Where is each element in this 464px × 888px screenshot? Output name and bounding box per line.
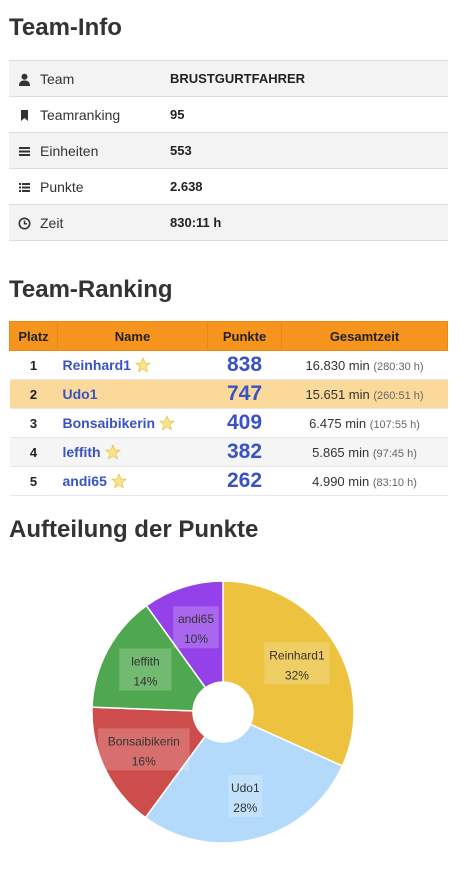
info-row-punkte: Punkte 2.638	[9, 168, 448, 205]
info-value: 553	[170, 132, 448, 169]
pie-label-background	[97, 728, 190, 771]
col-header-platz: Platz	[9, 321, 58, 351]
pie-label-name: andi65	[178, 612, 214, 626]
pie-slice-andi65[interactable]	[145, 580, 224, 689]
info-value: BRUSTGURTFAHRER	[170, 60, 448, 97]
info-value: 95	[170, 96, 448, 133]
member-link-udo1[interactable]: Udo1	[62, 386, 98, 402]
table-row: 1 Reinhard1 838 16.830 min (280:30 h)	[9, 350, 448, 380]
member-time: 5.865 min	[312, 444, 370, 460]
pie-label-name: leffith	[131, 654, 159, 668]
team-ranking-title: Team-Ranking	[9, 276, 173, 303]
rank-number: 2	[9, 379, 58, 409]
pie-label-background	[119, 648, 172, 691]
member-time: 4.990 min	[312, 473, 370, 489]
info-label: Punkte	[40, 178, 84, 195]
col-header-gesamtzeit: Gesamtzeit	[281, 321, 448, 351]
col-header-punkte: Punkte	[207, 321, 282, 351]
info-label: Einheiten	[40, 142, 99, 159]
team-info-title: Team-Info	[9, 14, 122, 41]
pie-label-background	[228, 775, 263, 818]
col-header-name: Name	[57, 321, 208, 351]
pie-label-background	[264, 642, 330, 685]
star-icon	[104, 443, 121, 460]
info-value: 2.638	[170, 168, 448, 205]
pie-label-name: Bonsaibikerin	[108, 734, 180, 748]
member-time-hours: (107:55 h)	[369, 418, 420, 431]
points-pie-chart: Reinhard1 32% Udo1 28% Bonsaibikerin 16% leffi…	[91, 580, 355, 844]
pie-label-name: Reinhard1	[269, 648, 325, 662]
pie-label-percent: 10%	[184, 632, 208, 646]
pie-label-percent: 14%	[133, 674, 157, 688]
pie-label-udo1: Udo1 28%	[228, 775, 263, 818]
pie-label-andi65: andi65 10%	[173, 606, 219, 649]
rank-number: 5	[9, 466, 58, 496]
star-icon	[159, 414, 176, 431]
pie-label-percent: 32%	[285, 668, 309, 682]
info-label: Team	[40, 70, 75, 87]
info-label: Teamranking	[40, 106, 121, 123]
pie-label-percent: 16%	[132, 754, 156, 768]
table-row: 2 Udo1 747 15.651 min (260:51 h)	[9, 379, 448, 409]
points-split-title: Aufteilung der Punkte	[9, 516, 259, 543]
rank-number: 3	[9, 408, 58, 438]
stack-icon	[18, 145, 31, 158]
member-time-hours: (260:51 h)	[373, 389, 424, 402]
rank-number: 1	[9, 350, 58, 380]
pie-label-reinhard1: Reinhard1 32%	[264, 642, 330, 685]
member-time: 15.651 min	[305, 386, 370, 402]
member-link-andi65[interactable]: andi65	[62, 473, 107, 489]
team-info-table: Team BRUSTGURTFAHRER Teamranking 95 Einh…	[9, 60, 448, 241]
star-icon	[134, 356, 152, 373]
pie-label-name: Udo1	[231, 781, 260, 795]
rank-number: 4	[9, 437, 58, 467]
pie-label-leffith: leffith 14%	[119, 648, 172, 691]
member-link-reinhard1[interactable]: Reinhard1	[62, 357, 131, 373]
ranking-header-row: Platz Name Punkte Gesamtzeit	[9, 321, 448, 351]
info-row-teamranking: Teamranking 95	[9, 96, 448, 133]
member-time-hours: (280:30 h)	[373, 360, 424, 373]
team-ranking-table: Platz Name Punkte Gesamtzeit 1 Reinhard1…	[9, 321, 448, 496]
member-points: 838	[207, 350, 282, 380]
member-time-hours: (83:10 h)	[372, 476, 417, 489]
star-icon	[110, 472, 127, 489]
pie-label-background	[173, 606, 219, 649]
member-points: 382	[207, 437, 282, 467]
list-icon	[18, 181, 31, 194]
member-link-bonsaibikerin[interactable]: Bonsaibikerin	[62, 415, 156, 431]
member-points: 262	[207, 466, 282, 496]
member-points: 747	[207, 379, 282, 409]
pie-slice-leffith[interactable]	[91, 604, 207, 712]
pie-label-bonsaibikerin: Bonsaibikerin 16%	[97, 728, 190, 771]
clock-icon	[18, 217, 31, 230]
member-time: 6.475 min	[309, 415, 367, 431]
info-row-einheiten: Einheiten 553	[9, 132, 448, 169]
info-row-team: Team BRUSTGURTFAHRER	[9, 60, 448, 97]
member-points: 409	[207, 408, 282, 438]
pie-slice-bonsaibikerin[interactable]	[91, 706, 207, 819]
info-row-zeit: Zeit 830:11 h	[9, 204, 448, 241]
pie-slice-reinhard1[interactable]	[222, 580, 355, 768]
member-time: 16.830 min	[305, 357, 370, 373]
pie-slice-udo1[interactable]	[144, 723, 344, 844]
info-value: 830:11 h	[170, 204, 448, 241]
member-link-leffith[interactable]: leffith	[62, 444, 101, 460]
pie-label-percent: 28%	[233, 801, 257, 815]
user-icon	[18, 73, 31, 86]
table-row: 5 andi65 262 4.990 min (83:10 h)	[9, 466, 448, 496]
table-row: 3 Bonsaibikerin 409 6.475 min (107:55 h)	[9, 408, 448, 438]
bookmark-icon	[18, 109, 31, 122]
table-row: 4 leffith 382 5.865 min (97:45 h)	[9, 437, 448, 467]
info-label: Zeit	[40, 214, 64, 231]
member-time-hours: (97:45 h)	[372, 447, 417, 460]
